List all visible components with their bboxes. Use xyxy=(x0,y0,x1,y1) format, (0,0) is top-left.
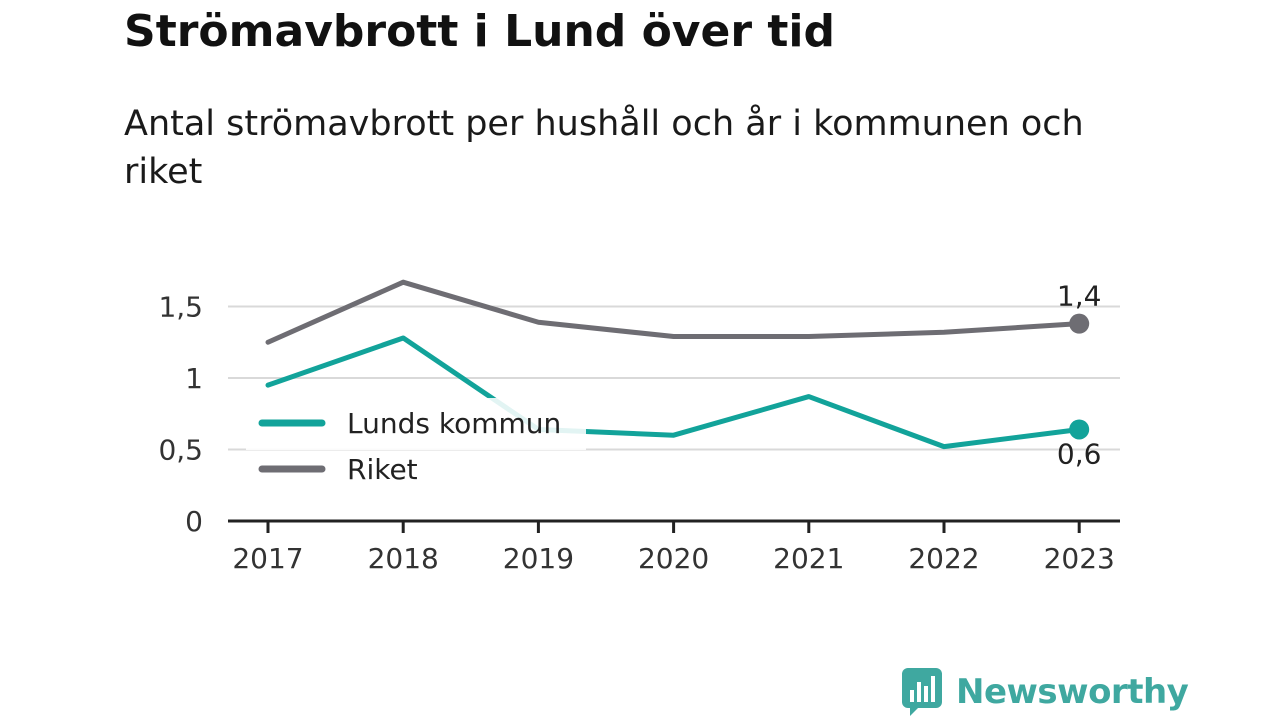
x-tick-label: 2019 xyxy=(503,542,574,575)
x-tick-label: 2021 xyxy=(773,542,844,575)
end-labels: 0,6 1,4 xyxy=(1057,280,1102,471)
y-tick-label: 0 xyxy=(185,505,203,538)
legend-label: Riket xyxy=(347,453,418,486)
series-end-point xyxy=(1069,313,1090,334)
series-lines xyxy=(265,279,1090,450)
y-tick-label: 1 xyxy=(185,362,203,395)
x-tick-label: 2020 xyxy=(638,542,709,575)
series-end-point xyxy=(1069,419,1090,440)
series-end-label: 1,4 xyxy=(1057,280,1102,313)
chart-subtitle: Antal strömavbrott per hushåll och år i … xyxy=(124,104,1084,192)
x-tick-label: 2023 xyxy=(1044,542,1115,575)
x-tick-label: 2017 xyxy=(232,542,303,575)
legend: Lunds kommun Riket xyxy=(246,398,586,486)
brand-name: Newsworthy xyxy=(956,672,1189,712)
brand-logo: Newsworthy xyxy=(902,668,1189,716)
y-axis-ticks: 0 0,5 1 1,5 xyxy=(158,291,203,539)
series-end-label: 0,6 xyxy=(1057,437,1102,470)
x-axis: 2017 2018 2019 2020 2021 2022 2023 xyxy=(228,519,1120,575)
newsworthy-logo-icon xyxy=(902,668,942,716)
x-tick-label: 2018 xyxy=(368,542,439,575)
series-line xyxy=(265,335,1082,450)
series-line xyxy=(265,279,1082,345)
y-tick-label: 0,5 xyxy=(158,434,203,467)
chart-title: Strömavbrott i Lund över tid xyxy=(124,6,835,57)
legend-label: Lunds kommun xyxy=(347,407,561,440)
x-tick-label: 2022 xyxy=(908,542,979,575)
y-tick-label: 1,5 xyxy=(158,291,203,324)
